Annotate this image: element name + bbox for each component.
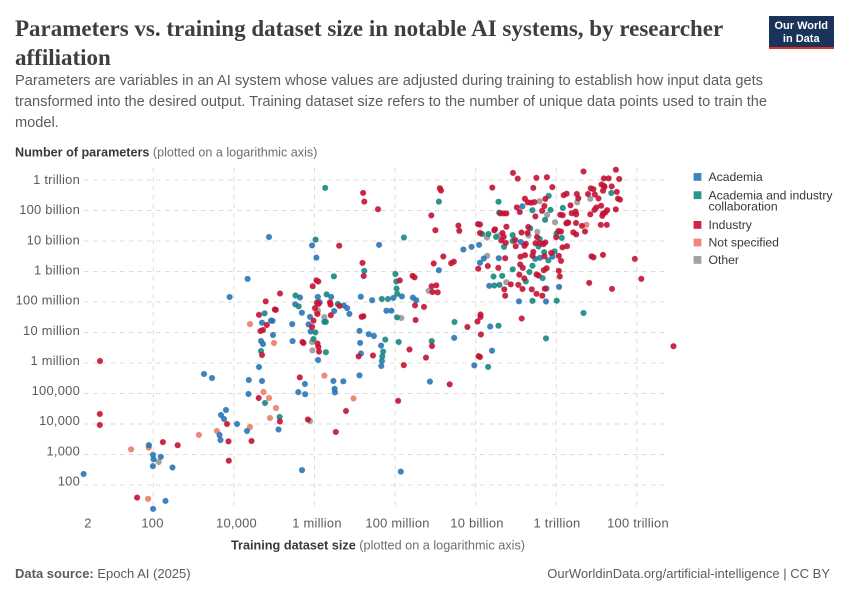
svg-text:100 billion: 100 billion bbox=[19, 202, 80, 217]
svg-text:Academia and industry: Academia and industry bbox=[709, 188, 834, 202]
svg-text:1 trillion: 1 trillion bbox=[534, 516, 581, 531]
svg-text:Industry: Industry bbox=[709, 218, 753, 232]
svg-text:100: 100 bbox=[58, 474, 80, 489]
svg-text:1 trillion: 1 trillion bbox=[33, 172, 80, 187]
svg-text:10 billion: 10 billion bbox=[27, 232, 80, 247]
svg-text:Number of parameters (plotted: Number of parameters (plotted on a logar… bbox=[15, 146, 317, 160]
svg-text:2: 2 bbox=[84, 516, 91, 531]
svg-text:1 million: 1 million bbox=[30, 353, 80, 368]
svg-text:100 million: 100 million bbox=[16, 293, 80, 308]
svg-text:100: 100 bbox=[141, 516, 163, 531]
svg-text:1,000: 1,000 bbox=[46, 443, 80, 458]
svg-text:10 billion: 10 billion bbox=[450, 516, 503, 531]
svg-text:10 million: 10 million bbox=[23, 323, 80, 338]
svg-text:collaboration: collaboration bbox=[709, 200, 778, 214]
svg-text:1 billion: 1 billion bbox=[34, 262, 80, 277]
svg-text:10,000: 10,000 bbox=[39, 413, 80, 428]
svg-text:Not specified: Not specified bbox=[709, 236, 779, 250]
svg-text:Academia: Academia bbox=[709, 170, 763, 184]
svg-text:100 trillion: 100 trillion bbox=[607, 516, 669, 531]
svg-text:Training dataset size (plotted: Training dataset size (plotted on a loga… bbox=[231, 539, 525, 553]
svg-text:1 million: 1 million bbox=[292, 516, 342, 531]
svg-text:100,000: 100,000 bbox=[32, 383, 80, 398]
svg-text:Other: Other bbox=[709, 253, 739, 267]
svg-text:100 million: 100 million bbox=[365, 516, 429, 531]
svg-text:10,000: 10,000 bbox=[216, 516, 257, 531]
